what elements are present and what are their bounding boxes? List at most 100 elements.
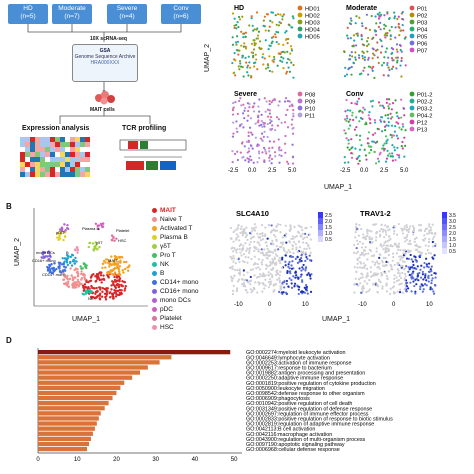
legend-dot <box>409 33 415 39</box>
cluster-point <box>118 265 121 268</box>
umap-point <box>367 114 370 117</box>
umap-point <box>366 137 369 140</box>
gene-point <box>401 232 405 235</box>
umap-point <box>268 109 271 112</box>
legend-dot <box>409 98 415 104</box>
heatmap-cell <box>65 142 70 147</box>
umap-point <box>251 147 254 150</box>
gene-point <box>260 248 263 251</box>
cluster-point <box>74 283 78 287</box>
cluster-point <box>69 260 72 264</box>
cluster-point <box>69 267 72 270</box>
gene-point <box>411 272 414 275</box>
umap-point <box>236 21 239 24</box>
gene-point <box>237 272 240 275</box>
umap-point <box>279 59 282 62</box>
umap-point <box>265 152 268 155</box>
heatmap-cell <box>50 142 55 147</box>
gene-point <box>391 259 394 262</box>
cluster-point <box>80 282 83 285</box>
x-tick: 0 <box>392 302 396 308</box>
gene-point <box>386 277 389 280</box>
gene-point <box>385 260 388 263</box>
gene-point <box>232 260 235 263</box>
gene-point <box>268 278 272 281</box>
heatmap-cell <box>30 167 35 172</box>
umap-point <box>252 54 255 57</box>
gene-point <box>383 265 386 268</box>
gene-point <box>288 270 291 273</box>
umap-point <box>394 99 397 102</box>
tcr-diagram: V J <box>119 139 187 181</box>
umap-point <box>278 161 281 164</box>
gene-point <box>274 273 278 277</box>
gene-point <box>393 277 396 280</box>
gene-point <box>270 224 273 227</box>
umap-point <box>389 38 392 41</box>
gene-point <box>362 249 366 252</box>
gene-point <box>248 249 251 253</box>
gene-point <box>299 234 302 237</box>
gene-point <box>251 268 255 271</box>
gene-point <box>249 268 252 272</box>
cluster-legend-item: B <box>152 269 198 278</box>
cluster-point <box>67 285 70 288</box>
gene-point <box>408 227 411 231</box>
umap-point <box>383 27 386 30</box>
umap-point <box>371 99 374 102</box>
cluster-legend-item: CD14+ mono <box>152 278 198 287</box>
umap-point <box>289 52 292 55</box>
umap-point <box>261 53 265 56</box>
umap-point <box>288 70 291 73</box>
umap-point <box>254 136 257 139</box>
gene-point <box>281 258 284 261</box>
d-x-tick: 10 <box>74 457 81 463</box>
legend-dot <box>297 98 303 104</box>
heatmap-cell <box>80 162 85 167</box>
legend-label: Naive T <box>160 216 183 223</box>
cluster-tag: mono DCs <box>36 250 55 255</box>
legend-label: mono DCs <box>160 297 191 304</box>
cluster-point <box>120 292 123 295</box>
umap-point <box>398 26 401 29</box>
gene-point <box>284 254 287 257</box>
umap-point <box>401 147 404 150</box>
cluster-point <box>56 232 59 235</box>
cluster-point <box>94 280 97 283</box>
gene-point <box>366 258 369 261</box>
umap-point <box>292 108 295 112</box>
umap-point <box>275 41 278 44</box>
gene-point <box>294 243 297 246</box>
gene-point <box>380 271 383 275</box>
umap-point <box>370 14 373 18</box>
gene-point <box>402 268 406 271</box>
group-name: Moderate <box>58 5 86 12</box>
go-term-label: GO:0042116:macrophage activation <box>246 432 332 438</box>
cluster-point <box>41 253 45 256</box>
gene-point <box>262 273 265 276</box>
gene-point <box>378 256 381 259</box>
gene-point <box>382 244 385 247</box>
gene-point <box>430 282 433 285</box>
cluster-point <box>65 261 69 264</box>
cluster-point <box>113 257 117 261</box>
heatmap-cell <box>75 152 80 157</box>
gene-point <box>388 292 392 296</box>
umap-point <box>400 128 403 131</box>
umap-point <box>374 49 378 52</box>
gene-point <box>379 244 382 247</box>
cluster-point <box>58 228 62 231</box>
umap-point <box>255 11 259 14</box>
umap-point <box>287 37 290 41</box>
cluster-point <box>126 266 129 269</box>
gene-umap-slc4a10: SLC4A10 -10 0 10 2.5 2.0 1.5 1.0 0.5 <box>222 206 344 316</box>
gene-point <box>270 268 273 271</box>
umap-panel-moderate: Moderate P01 P02 P03 P04 P05 P06 P07 <box>338 2 448 88</box>
legend-dot <box>152 252 157 258</box>
heatmap-cell <box>25 157 30 162</box>
umap-point <box>396 56 399 59</box>
gene-point <box>277 248 280 251</box>
umap-point <box>277 118 280 121</box>
legend-label: MAIT <box>160 207 176 214</box>
gene-point <box>361 285 364 289</box>
